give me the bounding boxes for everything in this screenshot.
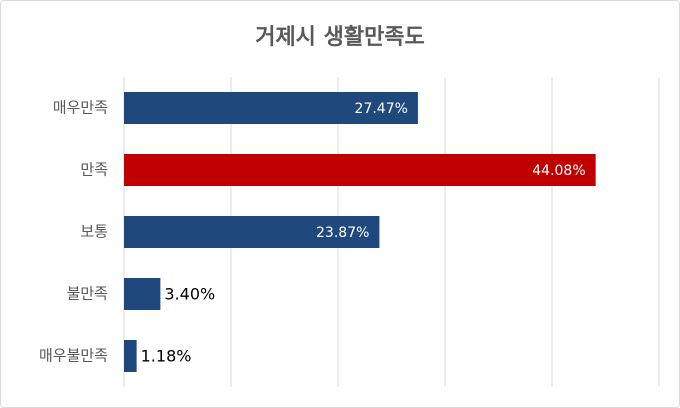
y-tick-label: 매우불만족 (39, 347, 108, 365)
y-tick-label: 불만족 (67, 285, 109, 303)
y-tick-label: 매우만족 (53, 99, 108, 117)
y-tick-label: 만족 (80, 161, 108, 179)
chart-title: 거제시 생활만족도 (255, 25, 425, 50)
bar (124, 340, 137, 372)
y-tick-label: 보통 (80, 223, 108, 241)
data-label: 27.47% (355, 101, 408, 117)
bar (124, 216, 380, 248)
bar (124, 154, 596, 186)
data-label: 1.18% (141, 347, 192, 366)
data-label: 44.08% (532, 163, 585, 179)
bar (124, 278, 161, 310)
data-label: 3.40% (164, 285, 215, 304)
bar (124, 92, 418, 124)
data-label: 23.87% (316, 225, 369, 241)
